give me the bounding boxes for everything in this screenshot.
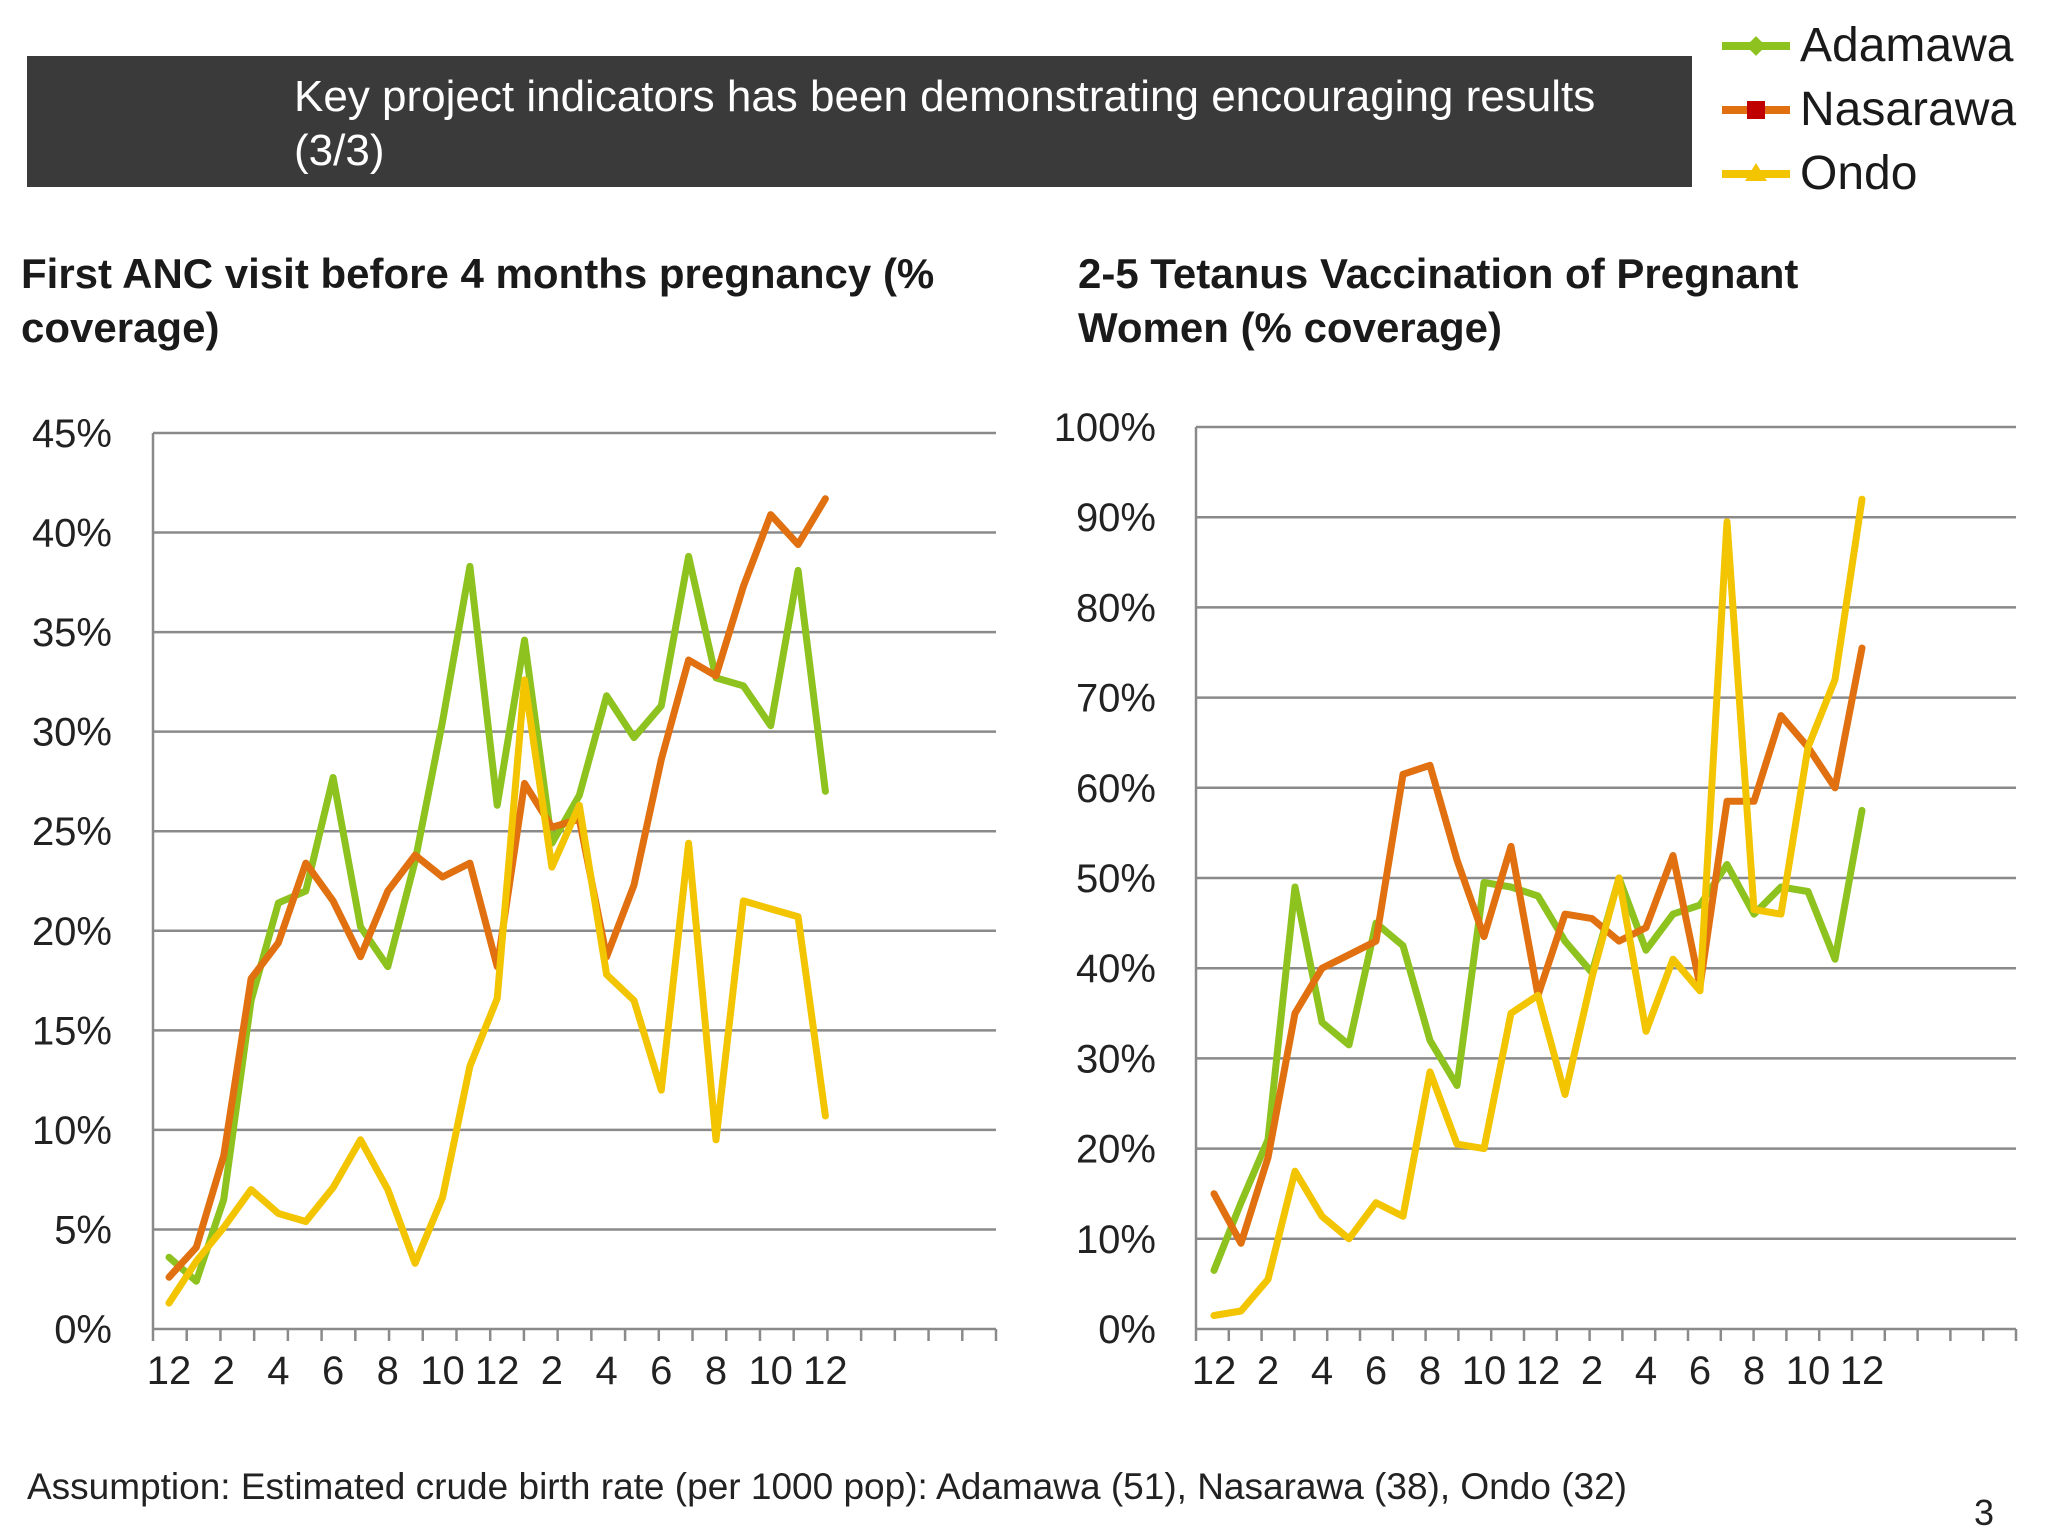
- x-tick-label: 12: [1192, 1349, 1237, 1393]
- x-tick-label: 10: [1786, 1349, 1831, 1393]
- y-tick-label: 100%: [1054, 406, 1156, 450]
- y-tick-label: 80%: [1076, 586, 1156, 630]
- y-tick-label: 45%: [32, 412, 112, 456]
- page-number: 3: [1974, 1492, 1995, 1533]
- x-tick-label: 6: [1689, 1349, 1711, 1393]
- legend-label: Adamawa: [1800, 19, 2014, 72]
- x-tick-label: 4: [595, 1349, 617, 1393]
- series-line-nasarawa: [1210, 644, 1866, 1247]
- y-tick-label: 40%: [32, 512, 112, 556]
- y-tick-label: 60%: [1076, 767, 1156, 811]
- x-tick-label: 10: [420, 1349, 465, 1393]
- chart-title-tetanus: 2-5 Tetanus Vaccination of Pregnant Wome…: [1078, 250, 1799, 351]
- y-tick-label: 30%: [1076, 1037, 1156, 1081]
- x-tick-label: 2: [1581, 1349, 1603, 1393]
- x-tick-label: 8: [1419, 1349, 1441, 1393]
- series-line-adamawa: [165, 552, 829, 1285]
- series-line-ondo: [165, 676, 829, 1307]
- x-tick-label: 4: [1311, 1349, 1333, 1393]
- y-tick-label: 30%: [32, 711, 112, 755]
- x-tick-label: 10: [748, 1349, 793, 1393]
- legend-label: Nasarawa: [1800, 83, 2017, 136]
- x-tick-label: 8: [377, 1349, 399, 1393]
- y-tick-label: 20%: [1076, 1128, 1156, 1172]
- y-tick-label: 20%: [32, 910, 112, 954]
- y-tick-label: 10%: [1076, 1218, 1156, 1262]
- y-tick-label: 35%: [32, 611, 112, 655]
- x-tick-label: 2: [213, 1349, 235, 1393]
- legend-label: Ondo: [1800, 147, 1918, 200]
- page-title: Key project indicators has been demonstr…: [294, 72, 1596, 175]
- x-tick-label: 12: [803, 1349, 848, 1393]
- title-bar: [27, 56, 1692, 187]
- series-line-ondo: [1210, 495, 1866, 1319]
- footnote: Assumption: Estimated crude birth rate (…: [27, 1466, 1627, 1507]
- x-tick-label: 4: [267, 1349, 289, 1393]
- x-tick-label: 10: [1462, 1349, 1507, 1393]
- x-tick-label: 8: [1743, 1349, 1765, 1393]
- x-tick-label: 12: [1840, 1349, 1885, 1393]
- x-tick-label: 6: [650, 1349, 672, 1393]
- x-tick-label: 12: [147, 1349, 192, 1393]
- y-tick-label: 90%: [1076, 496, 1156, 540]
- y-tick-label: 70%: [1076, 677, 1156, 721]
- square-marker-icon: [1747, 101, 1765, 119]
- x-tick-label: 12: [1516, 1349, 1561, 1393]
- x-tick-label: 6: [322, 1349, 344, 1393]
- triangle-marker-icon: [1745, 163, 1767, 181]
- series-line-adamawa: [1210, 806, 1866, 1274]
- x-tick-label: 4: [1635, 1349, 1657, 1393]
- y-tick-label: 0%: [54, 1308, 112, 1352]
- y-tick-label: 15%: [32, 1009, 112, 1053]
- y-tick-label: 10%: [32, 1109, 112, 1153]
- y-tick-label: 50%: [1076, 857, 1156, 901]
- x-tick-label: 8: [705, 1349, 727, 1393]
- y-tick-label: 5%: [54, 1208, 112, 1252]
- y-tick-label: 25%: [32, 810, 112, 854]
- x-tick-label: 2: [541, 1349, 563, 1393]
- x-tick-label: 12: [475, 1349, 520, 1393]
- x-tick-label: 6: [1365, 1349, 1387, 1393]
- x-tick-label: 2: [1257, 1349, 1279, 1393]
- chart-title-anc: First ANC visit before 4 months pregnanc…: [21, 250, 935, 351]
- series-line-nasarawa: [165, 495, 829, 1281]
- y-tick-label: 0%: [1098, 1308, 1156, 1352]
- y-tick-label: 40%: [1076, 947, 1156, 991]
